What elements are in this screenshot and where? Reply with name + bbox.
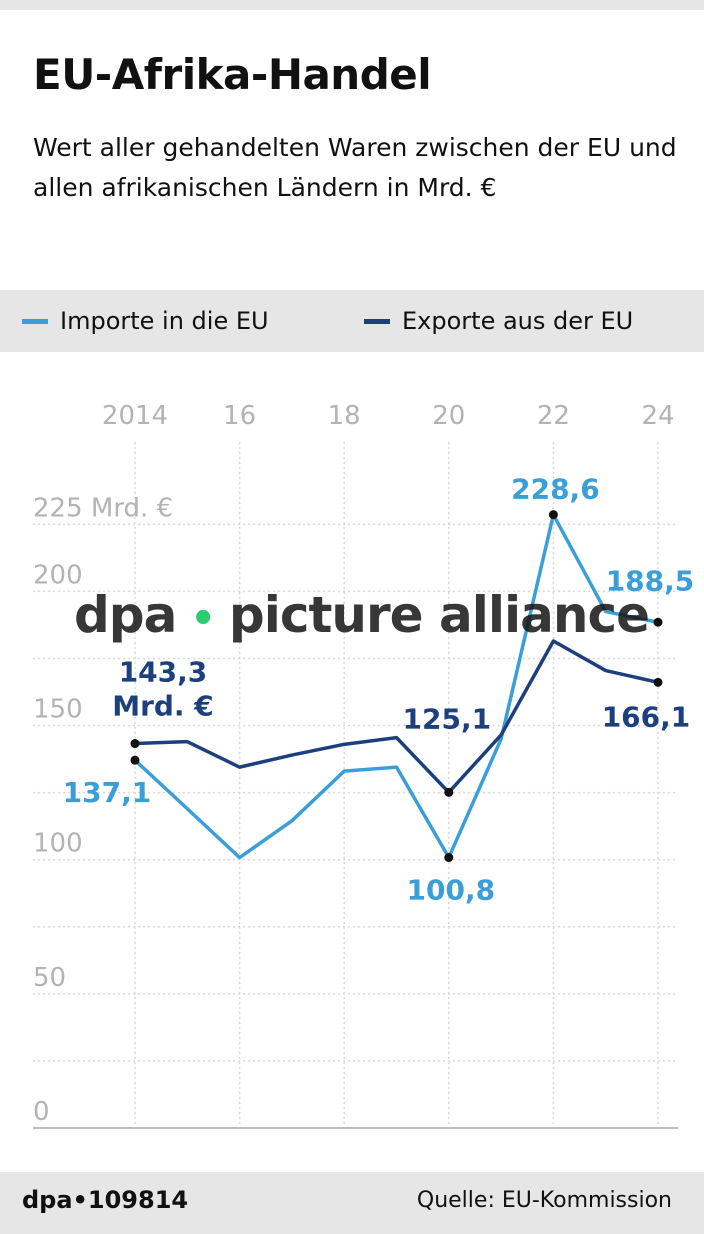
x-tick-label: 16: [223, 401, 256, 431]
data-label: 137,1: [63, 776, 152, 809]
legend-item-exports: Exporte aus der EU: [364, 290, 633, 352]
data-point-marker: [444, 853, 454, 863]
watermark-right: picture alliance: [228, 586, 650, 644]
x-tick-label: 20: [432, 401, 465, 431]
data-label: 188,5: [606, 564, 695, 597]
data-label: 125,1: [403, 702, 492, 735]
legend: Importe in die EU Exporte aus der EU: [0, 290, 704, 352]
imports-line: [133, 512, 659, 860]
legend-item-imports: Importe in die EU: [22, 290, 269, 352]
y-tick-label: 50: [33, 963, 66, 993]
y-tick-label: 200: [33, 560, 83, 590]
top-bar: [0, 0, 704, 10]
footer-graphic-id: dpa•109814: [22, 1186, 189, 1214]
watermark-left: dpa: [74, 586, 177, 644]
data-point-marker: [130, 739, 140, 749]
chart-title: EU-Afrika-Handel: [33, 50, 432, 99]
legend-label-exports: Exporte aus der EU: [402, 307, 634, 335]
data-label: 143,3: [119, 656, 208, 689]
data-point-marker: [653, 677, 663, 687]
x-tick-label: 22: [537, 401, 570, 431]
data-point-marker: [130, 755, 140, 765]
legend-label-imports: Importe in die EU: [60, 307, 269, 335]
line-chart: 2014 16 18 20 22 24 0 50 100 150 200 225 Mrd. € 143,…: [33, 401, 695, 1129]
x-tick-label: 24: [641, 401, 674, 431]
x-tick-label: 2014: [102, 401, 168, 431]
watermark: dpa • picture alliance: [74, 586, 650, 644]
y-tick-label: 150: [33, 695, 83, 725]
data-label: 228,6: [511, 473, 600, 506]
exports-line: [134, 639, 659, 795]
data-label-unit: Mrd. €: [112, 690, 214, 723]
data-point-marker: [548, 510, 558, 520]
y-tick-label: 0: [33, 1097, 50, 1127]
watermark-dot: •: [190, 596, 216, 642]
legend-swatch-exports: [364, 318, 390, 324]
data-point-marker: [444, 787, 454, 797]
y-tick-label: 100: [33, 829, 83, 859]
x-tick-label: 18: [328, 401, 361, 431]
data-label: 166,1: [602, 700, 691, 733]
footer-source: Quelle: EU-Kommission: [416, 1188, 672, 1213]
chart-subtitle: Wert aller gehandelten Waren zwischen de…: [33, 133, 677, 202]
y-tick-label: 225 Mrd. €: [33, 493, 173, 523]
data-point-marker: [653, 617, 663, 627]
data-label: 100,8: [407, 874, 496, 907]
footer: dpa•109814 Quelle: EU-Kommission: [0, 1172, 704, 1234]
legend-swatch-imports: [22, 318, 48, 324]
